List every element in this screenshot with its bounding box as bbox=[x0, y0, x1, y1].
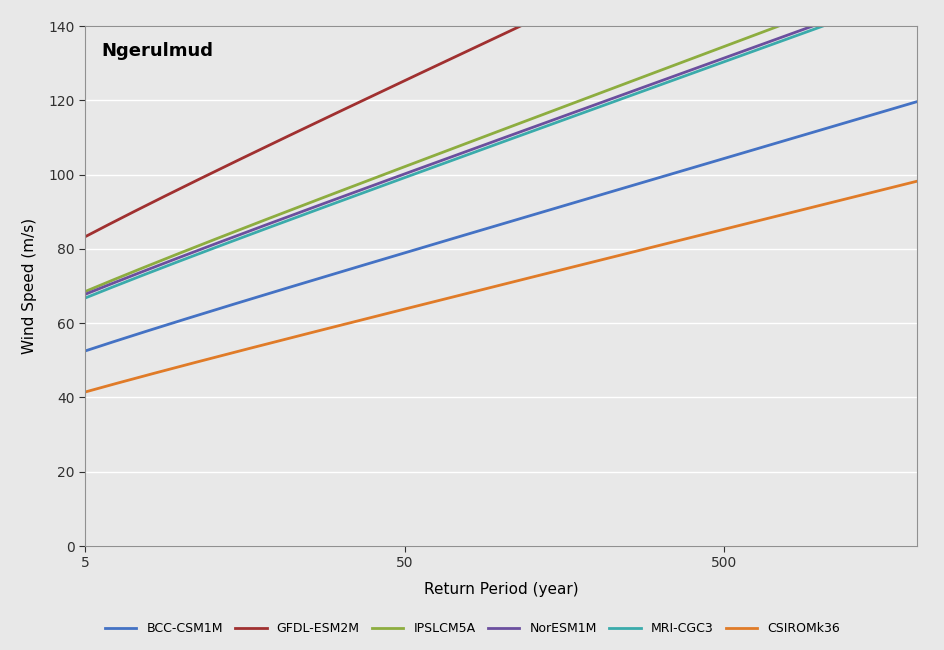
MRI-CGC3 bbox=[574, 110, 585, 118]
CSIROMk36 bbox=[574, 261, 585, 269]
Legend: BCC-CSM1M, GFDL-ESM2M, IPSLCM5A, NorESM1M, MRI-CGC3, CSIROMk36: BCC-CSM1M, GFDL-ESM2M, IPSLCM5A, NorESM1… bbox=[100, 618, 844, 640]
IPSLCM5A bbox=[529, 114, 540, 122]
NorESM1M bbox=[529, 123, 540, 131]
GFDL-ESM2M bbox=[529, 16, 540, 23]
MRI-CGC3 bbox=[474, 146, 485, 154]
IPSLCM5A bbox=[760, 27, 771, 34]
NorESM1M bbox=[79, 291, 91, 298]
BCC-CSM1M bbox=[529, 211, 540, 218]
Line: MRI-CGC3: MRI-CGC3 bbox=[85, 0, 916, 298]
CSIROMk36 bbox=[474, 286, 485, 294]
BCC-CSM1M bbox=[479, 225, 490, 233]
BCC-CSM1M bbox=[910, 98, 921, 106]
Text: Ngerulmud: Ngerulmud bbox=[102, 42, 213, 60]
Line: BCC-CSM1M: BCC-CSM1M bbox=[85, 102, 916, 351]
X-axis label: Return Period (year): Return Period (year) bbox=[423, 582, 578, 597]
Line: CSIROMk36: CSIROMk36 bbox=[85, 181, 916, 392]
Y-axis label: Wind Speed (m/s): Wind Speed (m/s) bbox=[22, 218, 37, 354]
NorESM1M bbox=[760, 39, 771, 47]
NorESM1M bbox=[474, 142, 485, 150]
Line: GFDL-ESM2M: GFDL-ESM2M bbox=[85, 0, 916, 237]
BCC-CSM1M bbox=[760, 142, 771, 150]
GFDL-ESM2M bbox=[574, 0, 585, 2]
IPSLCM5A bbox=[474, 135, 485, 142]
IPSLCM5A bbox=[79, 288, 91, 296]
BCC-CSM1M bbox=[890, 104, 902, 112]
BCC-CSM1M bbox=[474, 227, 485, 235]
MRI-CGC3 bbox=[79, 294, 91, 302]
NorESM1M bbox=[479, 141, 490, 149]
MRI-CGC3 bbox=[890, 0, 902, 3]
GFDL-ESM2M bbox=[79, 233, 91, 240]
Line: NorESM1M: NorESM1M bbox=[85, 0, 916, 294]
MRI-CGC3 bbox=[760, 42, 771, 50]
MRI-CGC3 bbox=[479, 144, 490, 152]
CSIROMk36 bbox=[79, 388, 91, 396]
GFDL-ESM2M bbox=[479, 39, 490, 47]
CSIROMk36 bbox=[529, 272, 540, 280]
CSIROMk36 bbox=[890, 183, 902, 190]
GFDL-ESM2M bbox=[474, 41, 485, 49]
IPSLCM5A bbox=[574, 97, 585, 105]
IPSLCM5A bbox=[479, 133, 490, 140]
BCC-CSM1M bbox=[79, 347, 91, 355]
Line: IPSLCM5A: IPSLCM5A bbox=[85, 0, 916, 292]
BCC-CSM1M bbox=[574, 197, 585, 205]
NorESM1M bbox=[574, 107, 585, 114]
MRI-CGC3 bbox=[529, 126, 540, 134]
CSIROMk36 bbox=[910, 177, 921, 185]
CSIROMk36 bbox=[479, 285, 490, 292]
CSIROMk36 bbox=[760, 214, 771, 222]
